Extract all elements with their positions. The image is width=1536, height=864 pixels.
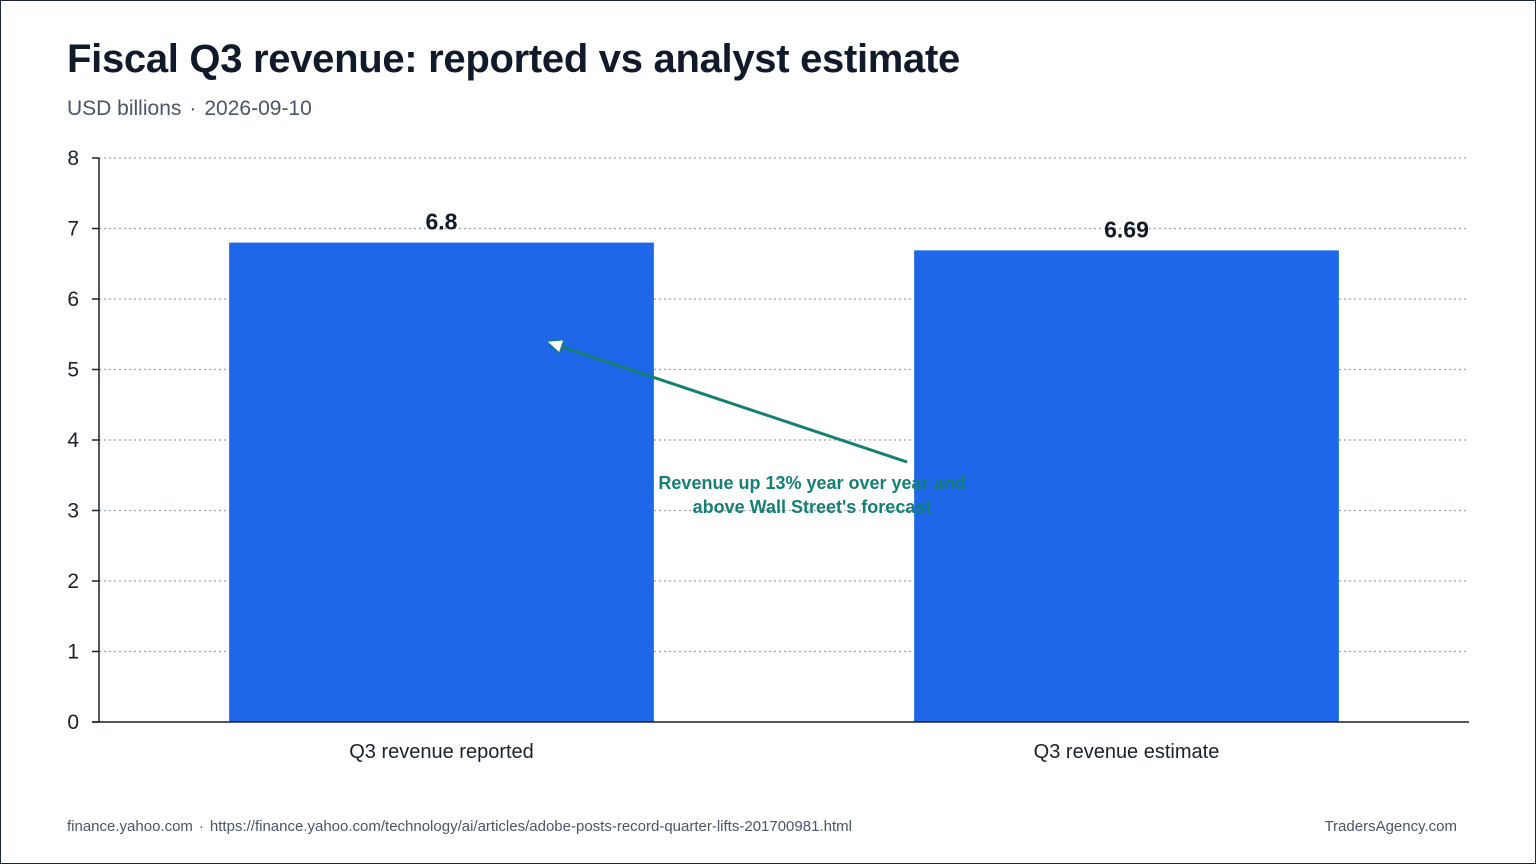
bar-chart: 0 1 2 3 4 5 6 7 8 6.8 Q3 revenue reported 6.69 Q3 re… (67, 147, 1469, 763)
y-tick-label: 0 (67, 711, 79, 734)
chart-title: Fiscal Q3 revenue: reported vs analyst e… (67, 37, 960, 81)
subtitle-unit: USD billions (67, 97, 182, 120)
chart-annotation: Revenue up 13% year over year and above … (651, 471, 973, 519)
footer-separator: · (198, 818, 204, 835)
y-tick-label: 2 (67, 570, 79, 593)
source-domain: finance.yahoo.com (67, 818, 193, 835)
y-tick-label: 3 (67, 500, 79, 523)
chart-subtitle: USD billions · 2026-09-10 (67, 97, 312, 121)
annotation-arrowhead (545, 339, 565, 355)
bar-value-label: 6.8 (426, 209, 458, 235)
y-tick-label: 7 (67, 218, 79, 241)
subtitle-date: 2026-09-10 (204, 97, 312, 120)
annotation-line-1: Revenue up 13% year over year and (658, 473, 966, 493)
y-tick-label: 4 (67, 429, 79, 452)
y-tick-label: 8 (67, 147, 79, 170)
bar-value-label: 6.69 (1104, 216, 1149, 242)
bar (229, 242, 654, 722)
bar (914, 250, 1339, 723)
x-category-label: Q3 revenue reported (349, 741, 534, 763)
annotation-line-2: above Wall Street's forecast (692, 497, 932, 517)
x-category-label: Q3 revenue estimate (1034, 741, 1220, 763)
subtitle-separator: · (189, 97, 197, 120)
annotation-arrow-line (554, 342, 908, 464)
y-tick-label: 5 (67, 359, 79, 382)
y-tick-label: 6 (67, 288, 79, 311)
source-footer: finance.yahoo.com · https://finance.yahoo.… (67, 818, 852, 835)
source-url: https://finance.yahoo.com/technology/ai/… (209, 818, 852, 835)
brand-watermark: TradersAgency.com (1324, 818, 1457, 835)
y-tick-label: 1 (67, 641, 79, 664)
